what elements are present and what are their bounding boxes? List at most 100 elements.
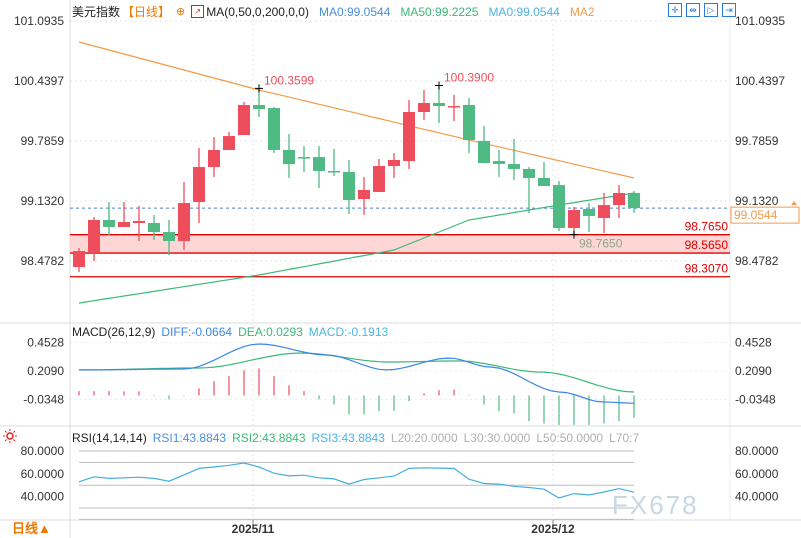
candle-body — [358, 189, 370, 199]
price-axis-label-right: 100.4397 — [735, 74, 785, 88]
macd-plot[interactable] — [70, 341, 730, 425]
candle-body — [118, 222, 130, 227]
macd-axis: 0.4528 0.4528 0.2090 0.2090 -0.0348 -0.0348 — [23, 335, 776, 406]
ma50-line — [78, 192, 635, 304]
candle-body — [268, 108, 280, 150]
candle — [238, 101, 250, 136]
support-zone-band — [70, 234, 730, 254]
candle — [163, 220, 175, 256]
crosshair-icon[interactable]: ✛ — [668, 3, 682, 17]
zoom-range-icon[interactable]: ⇹ — [686, 3, 700, 17]
candle-body — [343, 172, 355, 200]
rsi-axis-label-right: 60.0000 — [735, 467, 779, 481]
candle-body — [148, 223, 160, 233]
price-axis: 101.0935 101.0935 100.4397 100.4397 99.7859 9… — [14, 14, 800, 268]
level-label: 98.7650 — [685, 220, 729, 234]
candle-body — [508, 164, 520, 169]
candle-body — [463, 105, 475, 140]
play-forward-icon[interactable]: ▷ — [704, 3, 718, 17]
indicator-settings-icon[interactable] — [3, 429, 17, 443]
candle — [433, 85, 445, 124]
candle — [508, 138, 520, 180]
candle — [478, 126, 490, 164]
candle-body — [433, 102, 445, 107]
candle-body — [403, 111, 415, 161]
macd-legend-item: MACD:-0.1913 — [308, 325, 389, 339]
candle-body — [163, 232, 175, 242]
candle — [103, 202, 115, 236]
candle-body — [598, 205, 610, 218]
candle-body — [208, 149, 220, 168]
macd-legend-item: DIFF:-0.0664 — [161, 325, 233, 339]
candle — [313, 146, 325, 188]
candle-body — [418, 102, 430, 112]
candle — [448, 95, 460, 121]
candle — [133, 205, 145, 242]
candle — [268, 107, 280, 154]
candle — [208, 137, 220, 177]
date-label: 2025/12 — [531, 522, 575, 536]
period-tag[interactable]: 【日线】 — [122, 5, 171, 19]
macd-axis-label-right: 0.2090 — [735, 364, 772, 378]
candle-body — [523, 168, 535, 178]
price-legend: 美元指数 【日线】 ⊕ ↗ MA(0,50,0,200,0,0) MA0:99.… — [72, 3, 595, 20]
rsi-legend-item: RSI3:43.8843 — [311, 431, 385, 445]
rsi-axis-label-left: 60.0000 — [21, 467, 65, 481]
ma-value: MA2 — [569, 4, 595, 19]
watermark-logo: FX678 — [612, 490, 699, 520]
candle — [298, 146, 310, 173]
rsi-legend: RSI(14,14,14) RSI1:43.8843 RSI2:43.8843 RS… — [72, 431, 639, 445]
candle-body — [133, 221, 145, 224]
period-button[interactable]: 日线▲ — [12, 521, 51, 536]
level-label: 98.5650 — [685, 238, 729, 252]
date-axis: 2025/11 2025/12 — [232, 520, 575, 536]
ma-value: MA50:99.2225 — [400, 4, 479, 19]
price-plot[interactable]: 98.7650 98.5650 98.3070 100.3599 100.3900 98.… — [70, 41, 730, 304]
add-compare-icon[interactable]: ⊕ — [176, 6, 186, 18]
candle-body — [73, 251, 85, 267]
price-axis-label-left: 100.4397 — [14, 74, 64, 88]
candle-body — [478, 140, 490, 164]
candle — [583, 203, 595, 233]
macd-legend-item: DEA:0.0293 — [238, 325, 303, 339]
candle — [418, 89, 430, 120]
price-arrow-icon — [791, 201, 797, 206]
candle-body — [283, 149, 295, 165]
current-price-box — [730, 206, 800, 224]
candle — [553, 181, 565, 232]
price-axis-label-right: 98.4782 — [735, 254, 779, 268]
rsi-legend-item: L50:50.0000 — [536, 431, 604, 445]
candle-body — [538, 177, 550, 187]
candle — [178, 182, 190, 251]
candle — [148, 214, 160, 241]
extreme-label: 100.3599 — [264, 73, 314, 87]
jump-to-end-icon[interactable]: ⇥ — [722, 3, 736, 17]
candle-body — [178, 203, 190, 242]
candle-body — [238, 105, 250, 136]
price-axis-label-left: 99.7859 — [21, 134, 65, 148]
candle-body — [628, 193, 640, 209]
macd-axis-label-right: 0.4528 — [735, 335, 772, 349]
candle-body — [298, 157, 310, 159]
price-axis-label-left: 98.4782 — [21, 254, 65, 268]
rsi-legend-item: RSI2:43.8843 — [232, 431, 306, 445]
rsi-line — [78, 462, 635, 499]
rsi-axis: 80.0000 80.0000 60.0000 60.0000 40.0000 40.00… — [21, 444, 779, 504]
ma-params[interactable]: MA(0,50,0,200,0,0) — [206, 4, 309, 19]
rsi-axis-label-right: 40.0000 — [735, 490, 779, 504]
candle — [118, 202, 130, 227]
macd-title: MACD(26,12,9) — [72, 325, 156, 339]
candle — [463, 98, 475, 154]
rsi-plot[interactable] — [78, 450, 635, 520]
candle-body — [583, 208, 595, 216]
candle — [388, 153, 400, 178]
dea-line — [79, 352, 635, 393]
indicator-chart-icon[interactable]: ↗ — [191, 5, 205, 18]
ma-value: MA0:99.0544 — [488, 4, 560, 19]
candle — [88, 216, 100, 262]
candle — [283, 134, 295, 178]
diff-line — [79, 343, 635, 404]
candle-body — [613, 193, 625, 206]
